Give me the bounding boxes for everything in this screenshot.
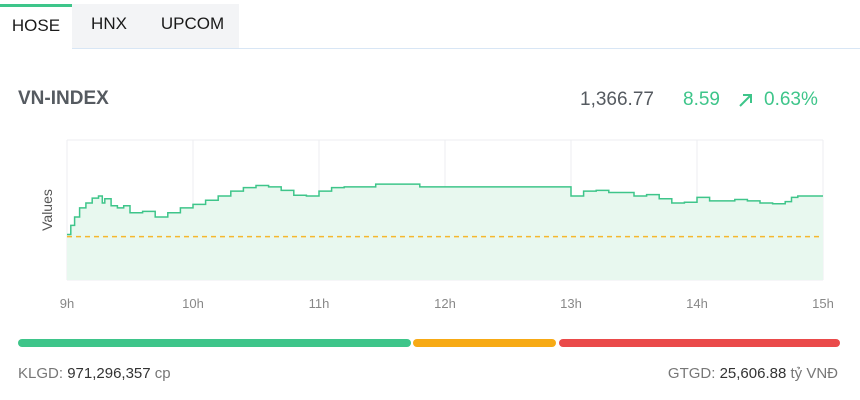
arrow-up-right-icon — [739, 94, 752, 107]
value-unit: tỷ VNĐ — [790, 365, 838, 382]
value-stat: GTGD: 25,606.88 tỷ VNĐ — [668, 365, 838, 382]
decliners-bar — [559, 339, 840, 347]
index-name: VN-INDEX — [18, 88, 109, 109]
tab-upcom[interactable]: UPCOM — [160, 14, 225, 33]
value-value: 25,606.88 — [719, 365, 787, 382]
volume-value: 971,296,357 — [67, 365, 151, 382]
x-tick-label: 15h — [812, 296, 834, 311]
volume-unit: cp — [154, 365, 171, 382]
x-tick-label: 13h — [560, 296, 582, 311]
index-change-percent: 0.63% — [764, 89, 818, 110]
x-tick-label: 10h — [182, 296, 204, 311]
inactive-tab-group — [72, 4, 239, 48]
x-tick-label: 11h — [309, 296, 330, 311]
index-line — [67, 183, 823, 236]
index-change: 8.59 — [683, 89, 720, 110]
x-tick-label: 9h — [60, 296, 74, 311]
tab-hose[interactable]: HOSE — [0, 4, 72, 51]
unchanged-bar — [413, 339, 556, 347]
x-tick-label: 12h — [434, 296, 456, 311]
x-tick-label: 14h — [686, 296, 708, 311]
advancers-bar — [18, 339, 411, 347]
x-axis-ticks: 9h 10h 11h 12h 13h 14h 15h — [60, 296, 834, 311]
index-value: 1,366.77 — [580, 89, 654, 110]
value-label: GTGD: — [667, 365, 716, 382]
market-tabs: HOSE HNX UPCOM — [0, 4, 860, 51]
volume-stat: KLGD: 971,296,357 cp — [18, 365, 171, 382]
volume-label: KLGD: — [18, 365, 64, 382]
tab-hnx[interactable]: HNX — [91, 14, 127, 33]
index-area — [67, 184, 823, 280]
y-axis-label: Values — [39, 189, 55, 231]
index-chart: Values 9h 10h 11h 12h 13h 14h 15h — [39, 139, 834, 311]
